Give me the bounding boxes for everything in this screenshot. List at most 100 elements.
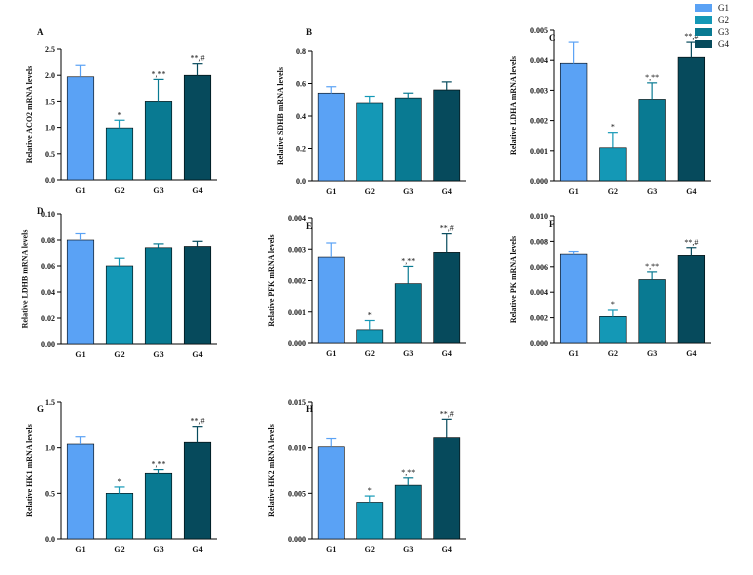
bar-g-g4 bbox=[183, 441, 212, 540]
y-tick-label-c-0: 0.000 bbox=[530, 177, 548, 186]
x-tick-label-h-g2: G2 bbox=[365, 545, 375, 554]
bar-b-g1 bbox=[317, 92, 345, 182]
x-tick-label-f-g2: G2 bbox=[608, 349, 618, 358]
significance-label-a-g4: **,# bbox=[191, 54, 205, 63]
bar-d-g4 bbox=[183, 246, 212, 345]
y-tick-label-h-1: 0.005 bbox=[288, 489, 306, 498]
bar-e-g1 bbox=[317, 256, 345, 344]
bar-b-g4 bbox=[433, 89, 461, 182]
y-tick-label-b-2: 0.4 bbox=[296, 112, 306, 121]
y-axis-title-b: Relative SDHB mRNA levels bbox=[276, 67, 285, 165]
bar-g-g2 bbox=[105, 493, 134, 540]
bar-d-g3 bbox=[144, 247, 173, 345]
significance-label-g-g2: * bbox=[118, 477, 122, 486]
x-tick-label-e-g4: G4 bbox=[442, 349, 452, 358]
legend-swatch-g3 bbox=[695, 27, 712, 36]
y-tick-label-f-1: 0.002 bbox=[530, 314, 548, 323]
x-tick-label-c-g3: G3 bbox=[647, 187, 657, 196]
panel-label-e: E bbox=[306, 221, 312, 231]
x-tick-label-b-g3: G3 bbox=[403, 187, 413, 196]
bar-f-g4 bbox=[677, 255, 706, 344]
y-tick-label-h-0: 0.000 bbox=[288, 535, 306, 544]
y-tick-label-a-5: 2.5 bbox=[45, 45, 55, 54]
bar-f-g3 bbox=[638, 279, 666, 344]
x-tick-label-e-g3: G3 bbox=[403, 349, 413, 358]
legend-label-g4: G4 bbox=[718, 38, 729, 49]
panel-label-b: B bbox=[306, 27, 312, 37]
y-tick-label-d-5: 0.10 bbox=[41, 210, 55, 219]
y-axis-title-d: Relative LDHB mRNA levels bbox=[21, 230, 30, 329]
y-axis-title-c: Relative LDHA mRNA levels bbox=[509, 56, 518, 155]
x-tick-label-a-g2: G2 bbox=[114, 186, 124, 195]
x-tick-label-f-g1: G1 bbox=[569, 349, 579, 358]
y-tick-label-f-4: 0.008 bbox=[530, 237, 548, 246]
y-tick-label-h-3: 0.015 bbox=[288, 398, 306, 407]
legend-label-g2: G2 bbox=[718, 14, 729, 25]
significance-label-h-g3: *,** bbox=[401, 468, 415, 477]
x-tick-label-g-g1: G1 bbox=[75, 545, 85, 554]
bar-a-g3 bbox=[144, 101, 173, 181]
legend-swatch-g4 bbox=[695, 39, 712, 48]
y-tick-label-c-1: 0.001 bbox=[530, 147, 548, 156]
bar-c-g2 bbox=[599, 147, 627, 182]
y-tick-label-g-3: 1.5 bbox=[45, 398, 55, 407]
x-tick-label-d-g2: G2 bbox=[114, 350, 124, 359]
bar-e-g3 bbox=[394, 283, 422, 344]
bar-h-g1 bbox=[317, 446, 345, 540]
y-tick-label-b-0: 0.0 bbox=[296, 177, 306, 186]
x-tick-label-b-g1: G1 bbox=[326, 187, 336, 196]
y-tick-label-c-4: 0.004 bbox=[530, 56, 548, 65]
y-tick-label-c-3: 0.003 bbox=[530, 86, 548, 95]
legend-item-g3: G3 bbox=[695, 26, 751, 37]
significance-label-h-g4: **,# bbox=[440, 409, 454, 418]
y-tick-label-b-1: 0.2 bbox=[296, 145, 306, 154]
x-tick-label-e-g1: G1 bbox=[326, 349, 336, 358]
y-tick-label-f-5: 0.010 bbox=[530, 212, 548, 221]
bar-b-g3 bbox=[394, 97, 422, 182]
bar-e-g4 bbox=[433, 252, 461, 344]
panel-label-d: D bbox=[37, 206, 44, 216]
significance-label-f-g2: * bbox=[611, 300, 615, 309]
y-tick-label-b-3: 0.6 bbox=[296, 80, 306, 89]
y-tick-label-g-1: 0.5 bbox=[45, 489, 55, 498]
significance-label-e-g2: * bbox=[368, 311, 372, 320]
y-tick-label-h-2: 0.010 bbox=[288, 444, 306, 453]
legend-label-g3: G3 bbox=[718, 26, 729, 37]
y-tick-label-a-0: 0.0 bbox=[45, 176, 55, 185]
y-tick-label-e-4: 0.004 bbox=[288, 214, 306, 223]
y-tick-label-d-4: 0.08 bbox=[41, 236, 55, 245]
x-tick-label-h-g1: G1 bbox=[326, 545, 336, 554]
legend-item-g4: G4 bbox=[695, 38, 751, 49]
bar-g-g1 bbox=[66, 443, 95, 540]
x-tick-label-d-g1: G1 bbox=[75, 350, 85, 359]
x-tick-label-g-g4: G4 bbox=[192, 545, 202, 554]
significance-label-c-g2: * bbox=[611, 123, 615, 132]
bar-b-g2 bbox=[356, 102, 384, 182]
significance-label-e-g4: **,# bbox=[440, 224, 454, 233]
y-axis-title-a: Relative ACO2 mRNA levels bbox=[25, 66, 34, 164]
y-tick-label-c-2: 0.002 bbox=[530, 117, 548, 126]
panel-label-f: F bbox=[549, 219, 555, 229]
x-tick-label-c-g4: G4 bbox=[686, 187, 696, 196]
y-tick-label-f-2: 0.004 bbox=[530, 288, 548, 297]
bar-g-g3 bbox=[144, 472, 173, 540]
y-tick-label-e-0: 0.000 bbox=[288, 339, 306, 348]
y-tick-label-g-0: 0.0 bbox=[45, 535, 55, 544]
y-tick-label-d-2: 0.04 bbox=[41, 288, 55, 297]
x-tick-label-d-g4: G4 bbox=[192, 350, 202, 359]
significance-label-g-g3: *,** bbox=[152, 460, 166, 469]
x-tick-label-b-g4: G4 bbox=[442, 187, 452, 196]
y-tick-label-a-4: 2.0 bbox=[45, 71, 55, 80]
y-tick-label-d-0: 0.00 bbox=[41, 340, 55, 349]
x-tick-label-f-g3: G3 bbox=[647, 349, 657, 358]
y-tick-label-c-5: 0.005 bbox=[530, 26, 548, 35]
x-tick-label-h-g4: G4 bbox=[442, 545, 452, 554]
x-tick-label-d-g3: G3 bbox=[153, 350, 163, 359]
panel-label-a: A bbox=[37, 27, 44, 37]
y-tick-label-a-1: 0.5 bbox=[45, 150, 55, 159]
bar-f-g2 bbox=[599, 316, 627, 344]
panel-label-g: G bbox=[37, 404, 44, 414]
significance-label-c-g3: *,** bbox=[645, 73, 659, 82]
bar-d-g1 bbox=[66, 239, 95, 345]
